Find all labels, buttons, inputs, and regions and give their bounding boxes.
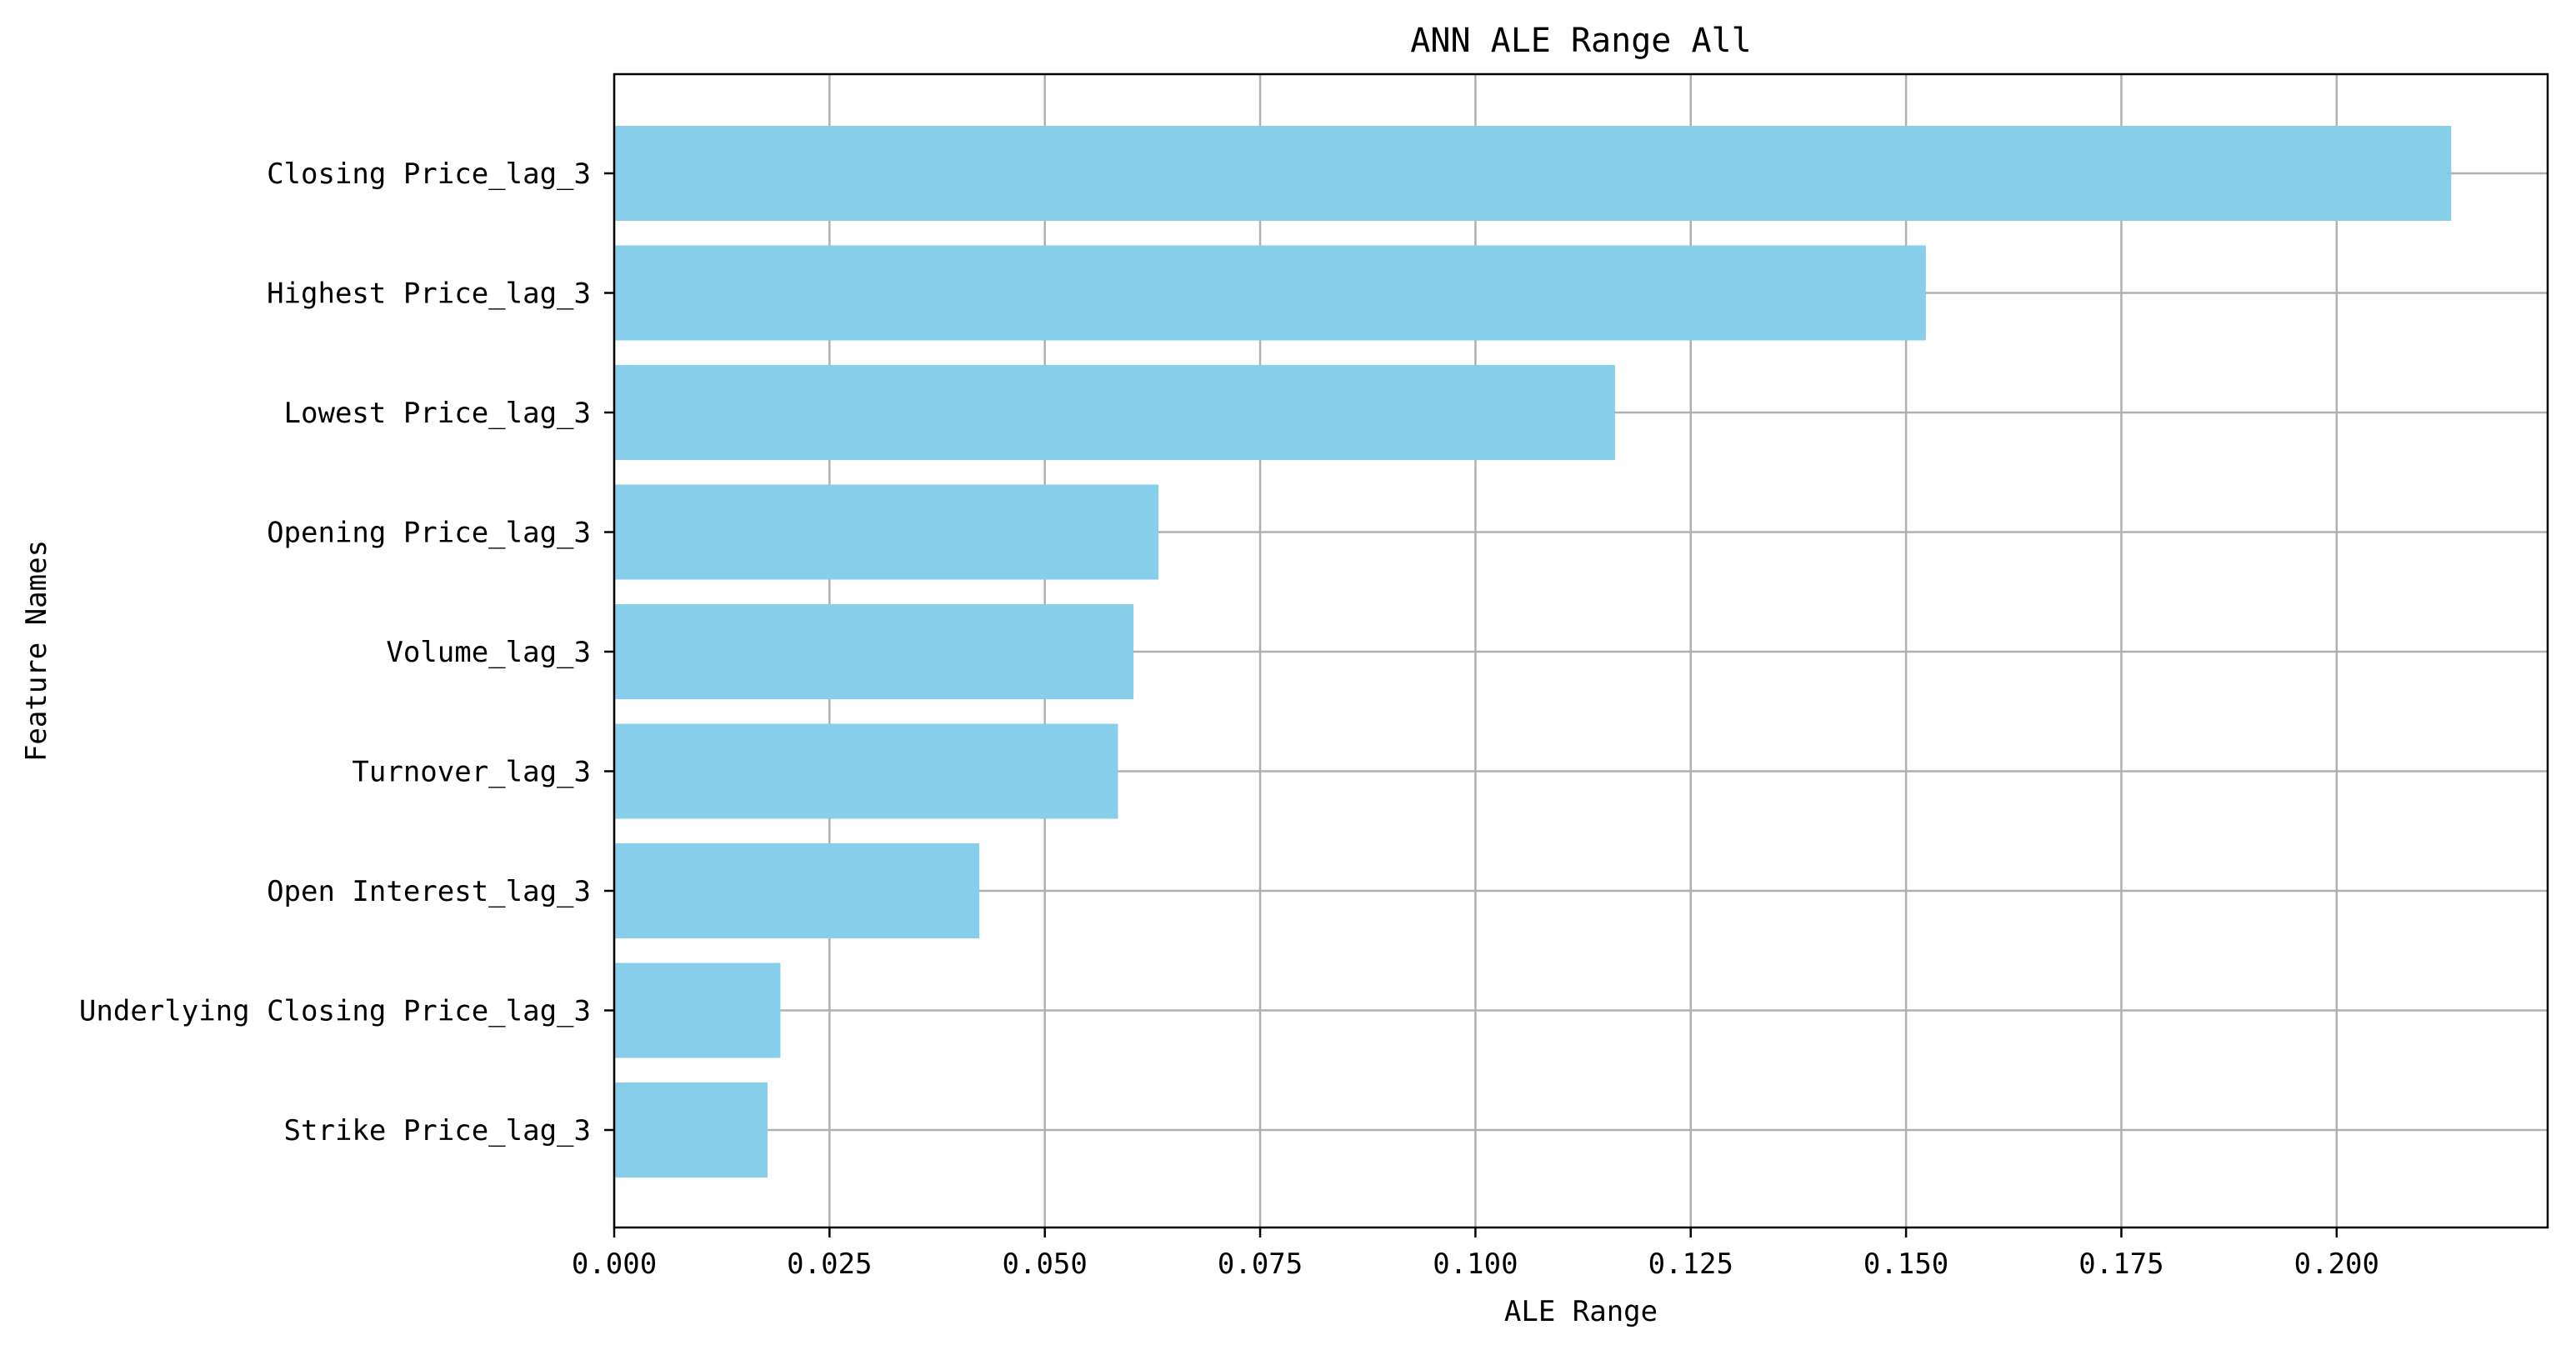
y-tick-label: Lowest Price_lag_3 bbox=[284, 397, 591, 430]
x-tick-label: 0.100 bbox=[1433, 1248, 1518, 1281]
x-tick-label: 0.150 bbox=[1863, 1248, 1948, 1281]
bars bbox=[614, 126, 2452, 1178]
x-tick-label: 0.175 bbox=[2078, 1248, 2163, 1281]
y-tick-label: Highest Price_lag_3 bbox=[267, 278, 591, 311]
y-axis-label: Feature Names bbox=[20, 540, 53, 762]
bar bbox=[614, 962, 781, 1058]
y-tick-label: Volume_lag_3 bbox=[386, 636, 591, 669]
y-tick-label: Closing Price_lag_3 bbox=[267, 158, 591, 191]
x-tick-label: 0.075 bbox=[1218, 1248, 1303, 1281]
x-tick-label: 0.125 bbox=[1648, 1248, 1733, 1281]
bar bbox=[614, 843, 980, 938]
bar bbox=[614, 245, 1926, 341]
y-tick-label: Strike Price_lag_3 bbox=[284, 1114, 591, 1148]
x-axis-label: ALE Range bbox=[1504, 1295, 1658, 1328]
x-tick-label: 0.025 bbox=[787, 1248, 872, 1281]
y-axis: Closing Price_lag_3 Highest Price_lag_3 Lo… bbox=[79, 158, 614, 1148]
bar bbox=[614, 723, 1118, 819]
bar bbox=[614, 604, 1134, 699]
x-tick-label: 0.000 bbox=[572, 1248, 657, 1281]
plot-area bbox=[613, 72, 2549, 1229]
y-tick-label: Open Interest_lag_3 bbox=[267, 875, 591, 908]
y-tick-label: Underlying Closing Price_lag_3 bbox=[79, 995, 591, 1028]
bar bbox=[614, 126, 2452, 221]
bar bbox=[614, 484, 1159, 580]
x-tick-label: 0.200 bbox=[2294, 1248, 2379, 1281]
y-tick-label: Turnover_lag_3 bbox=[352, 756, 591, 789]
y-tick-label: Opening Price_lag_3 bbox=[267, 517, 591, 550]
bar bbox=[614, 365, 1615, 460]
bar bbox=[614, 1082, 768, 1178]
chart-title: ANN ALE Range All bbox=[1410, 22, 1751, 60]
x-axis: 0.000 0.025 0.050 0.075 0.100 0.125 0.150 0.175… bbox=[572, 1228, 2379, 1281]
x-tick-label: 0.050 bbox=[1003, 1248, 1088, 1281]
